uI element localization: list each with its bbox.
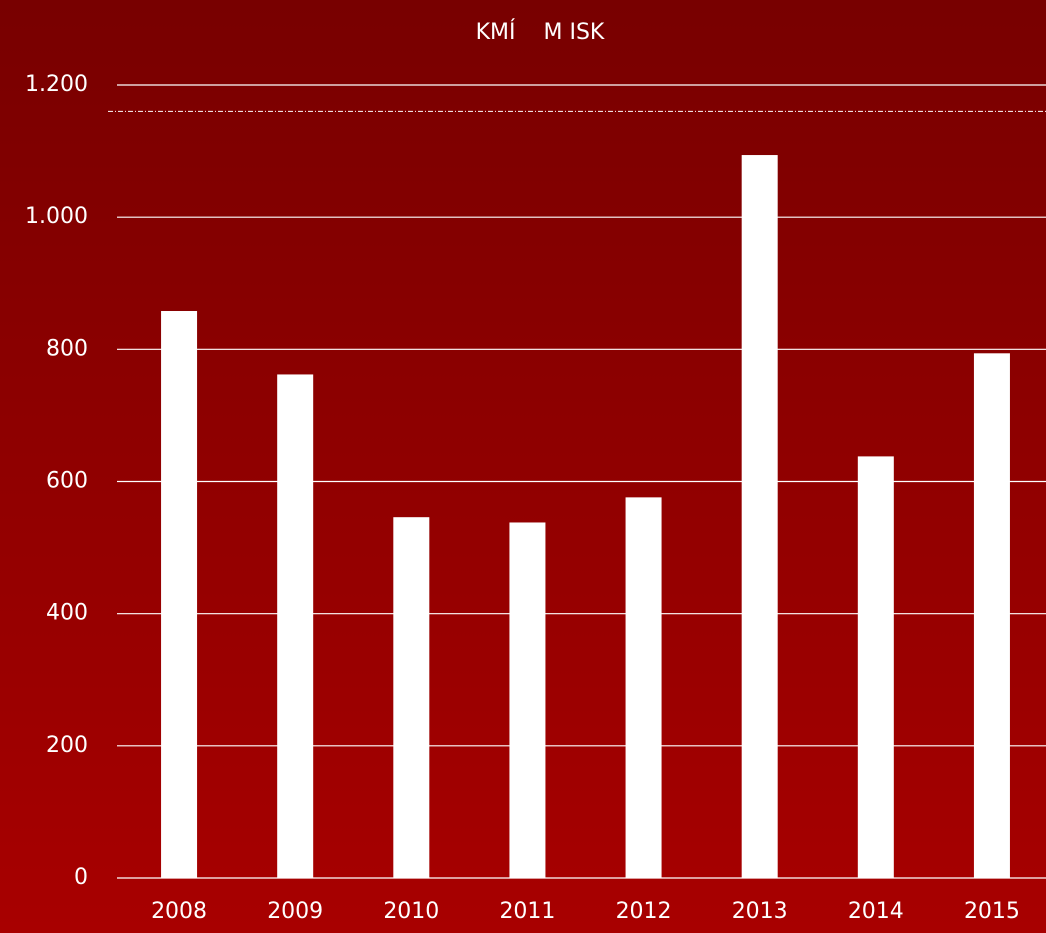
x-tick-label: 2014 <box>848 899 904 924</box>
y-tick-label: 1.000 <box>25 204 88 229</box>
x-tick-label: 2015 <box>964 899 1020 924</box>
y-tick-label: 0 <box>74 865 88 890</box>
bar <box>277 374 314 878</box>
bar <box>393 517 430 878</box>
x-tick-label: 2013 <box>732 899 788 924</box>
bar <box>161 311 198 878</box>
y-tick-label: 600 <box>46 469 88 494</box>
y-tick-label: 1.200 <box>25 72 88 97</box>
bar <box>973 353 1010 878</box>
y-tick-label: 800 <box>46 336 88 361</box>
chart-title: KMÍ M ISK <box>476 19 605 45</box>
y-tick-label: 400 <box>46 601 88 626</box>
y-tick-label: 200 <box>46 733 88 758</box>
bar <box>857 456 894 878</box>
x-tick-label: 2012 <box>616 899 672 924</box>
x-tick-label: 2011 <box>499 899 555 924</box>
bar <box>625 497 662 878</box>
bar <box>741 155 778 878</box>
x-tick-label: 2010 <box>383 899 439 924</box>
x-tick-label: 2009 <box>267 899 323 924</box>
x-tick-label: 2008 <box>151 899 207 924</box>
bar <box>509 522 546 878</box>
